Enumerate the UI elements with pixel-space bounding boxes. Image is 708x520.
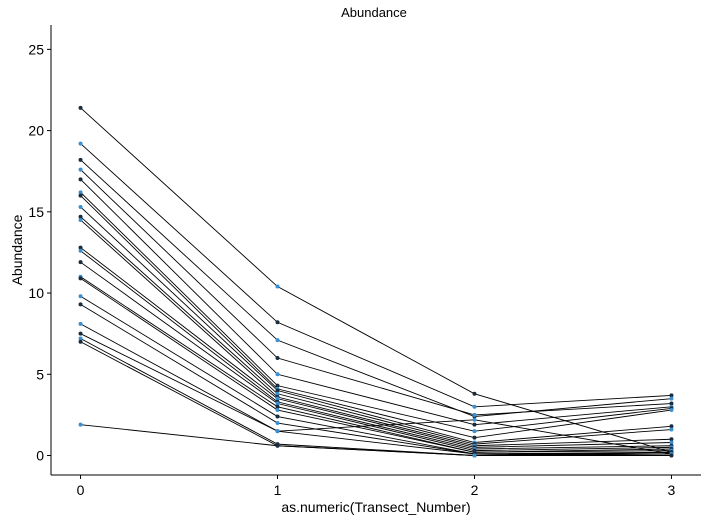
series-line [80, 276, 672, 453]
data-point [275, 284, 280, 289]
data-point [78, 321, 83, 326]
data-point [669, 408, 674, 413]
data-point [275, 388, 280, 393]
y-tick-label: 10 [28, 285, 44, 301]
data-point [78, 302, 83, 307]
data-point [78, 141, 83, 146]
data-point [472, 412, 477, 417]
data-point [275, 443, 280, 448]
x-tick-label: 0 [77, 482, 85, 498]
data-point [78, 157, 83, 162]
data-point [472, 435, 477, 440]
data-point [78, 217, 83, 222]
series-line [80, 195, 672, 439]
data-point [275, 421, 280, 426]
data-point [78, 248, 83, 253]
series-line [80, 261, 672, 452]
data-point [78, 177, 83, 182]
data-point [275, 391, 280, 396]
data-point [78, 422, 83, 427]
data-point [669, 401, 674, 406]
series-line [80, 295, 672, 455]
data-point [78, 260, 83, 265]
data-point [275, 396, 280, 401]
data-point [78, 339, 83, 344]
data-point [78, 276, 83, 281]
data-point [275, 429, 280, 434]
series-lines [80, 107, 672, 456]
data-point [275, 414, 280, 419]
data-point [78, 245, 83, 250]
y-tick-label: 5 [36, 366, 44, 382]
data-point [275, 320, 280, 325]
data-point [669, 437, 674, 442]
data-point [78, 105, 83, 110]
data-point [275, 356, 280, 361]
x-tick-label: 1 [274, 482, 282, 498]
data-point [669, 424, 674, 429]
y-tick-label: 25 [28, 41, 44, 57]
series-line [80, 143, 672, 408]
series-line [80, 192, 672, 432]
data-point [472, 404, 477, 409]
series-line [80, 206, 672, 443]
x-axis-title: as.numeric(Transect_Number) [281, 499, 470, 515]
data-point [669, 396, 674, 401]
series-line [80, 338, 672, 456]
data-point [669, 453, 674, 458]
data-point [472, 422, 477, 427]
data-point [669, 440, 674, 445]
series-line [80, 278, 672, 453]
x-axis-ticks: 0 1 2 3 [77, 475, 676, 498]
data-point [78, 204, 83, 209]
series-line [80, 159, 672, 417]
data-point [78, 193, 83, 198]
y-tick-label: 0 [36, 448, 44, 464]
y-axis-ticks: 0 5 10 15 20 25 [28, 41, 51, 464]
x-tick-label: 2 [471, 482, 479, 498]
data-point [275, 401, 280, 406]
data-point [472, 453, 477, 458]
data-point [472, 391, 477, 396]
series-line [80, 219, 672, 447]
series-line [80, 107, 672, 453]
data-point [275, 372, 280, 377]
series-line [80, 323, 672, 455]
y-tick-label: 15 [28, 204, 44, 220]
data-point [472, 417, 477, 422]
series-line [80, 179, 672, 426]
series-line [80, 333, 672, 456]
data-point [275, 383, 280, 388]
data-point [275, 408, 280, 413]
y-axis-title: Abundance [9, 214, 25, 285]
series-line [80, 216, 672, 445]
data-points [78, 105, 674, 458]
data-point [669, 427, 674, 432]
data-point [78, 214, 83, 219]
data-point [78, 294, 83, 299]
series-line [80, 247, 672, 448]
data-point [275, 338, 280, 343]
data-point [78, 167, 83, 172]
x-tick-label: 3 [668, 482, 676, 498]
y-tick-label: 20 [28, 123, 44, 139]
data-point [78, 190, 83, 195]
series-line [80, 169, 672, 416]
data-point [78, 336, 83, 341]
data-point [78, 331, 83, 336]
data-point [275, 404, 280, 409]
data-point [669, 393, 674, 398]
data-point [472, 429, 477, 434]
chart-title: Abundance [341, 5, 407, 20]
series-line [80, 424, 672, 456]
